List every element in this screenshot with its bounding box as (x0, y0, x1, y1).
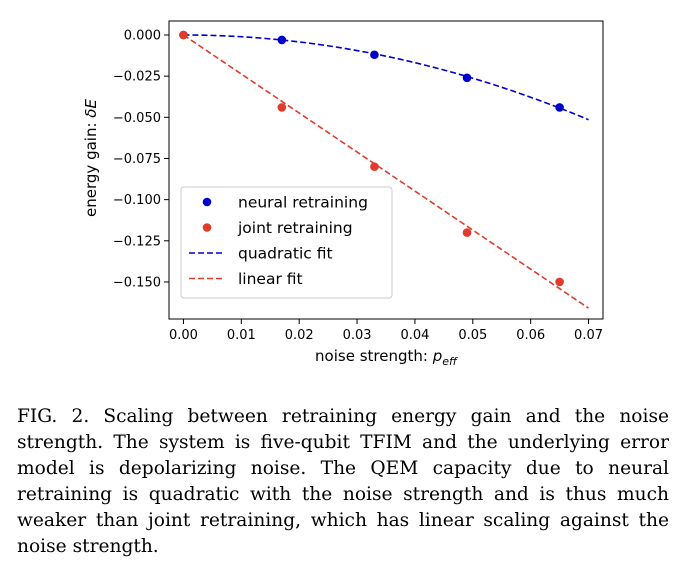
joint-retraining-point (277, 103, 287, 112)
x-tick-label: 0.04 (400, 328, 429, 343)
quadratic-fit-line (183, 34, 589, 121)
neural-retraining-point (370, 50, 379, 60)
y-tick-label: −0.150 (113, 275, 161, 290)
neural-retraining-point (555, 103, 564, 112)
linear-fit-line (183, 34, 589, 309)
legend-marker (202, 223, 212, 232)
x-tick-label: 0.07 (574, 328, 603, 343)
x-tick-label: 0.03 (343, 328, 372, 343)
y-tick-label: −0.075 (113, 152, 161, 167)
x-tick-label: 0.05 (458, 328, 487, 343)
chart: 0.00 0.01 0.02 0.03 0.04 0.05 0.06 0.07 0.000 −0.… (82, 20, 604, 368)
x-axis-label: noise strength: peff (315, 347, 458, 368)
x-tick-label: 0.00 (169, 328, 198, 343)
legend-marker (202, 197, 212, 207)
x-tick-label: 0.02 (285, 328, 314, 343)
joint-retraining-point (179, 30, 188, 40)
y-tick-label: −0.050 (113, 111, 161, 126)
x-tick-label: 0.01 (227, 328, 256, 343)
y-axis-label: energy gain: δE (82, 99, 100, 217)
joint-retraining-point (555, 277, 564, 287)
y-tick-label: −0.025 (113, 70, 161, 85)
neural-retraining-point (277, 35, 287, 45)
figure-caption: FIG. 2. Scaling between retraining energ… (17, 406, 669, 557)
plot-frame (168, 20, 604, 320)
x-tick-label: 0.06 (516, 328, 545, 343)
y-tick-label: −0.125 (113, 234, 161, 249)
neural-retraining-point (462, 73, 472, 83)
y-tick-label: 0.000 (124, 28, 161, 43)
legend-label: linear fit (238, 270, 303, 288)
legend-box (180, 186, 393, 299)
figure: 0.00 0.01 0.02 0.03 0.04 0.05 0.06 0.07 0.000 −0.… (82, 20, 604, 368)
joint-retraining-point (370, 162, 379, 172)
joint-retraining-point (462, 228, 472, 237)
legend-label: neural retraining (238, 194, 368, 212)
y-tick-label: −0.100 (113, 193, 161, 208)
legend-label: quadratic fit (238, 245, 333, 263)
legend-label: joint retraining (237, 219, 353, 237)
